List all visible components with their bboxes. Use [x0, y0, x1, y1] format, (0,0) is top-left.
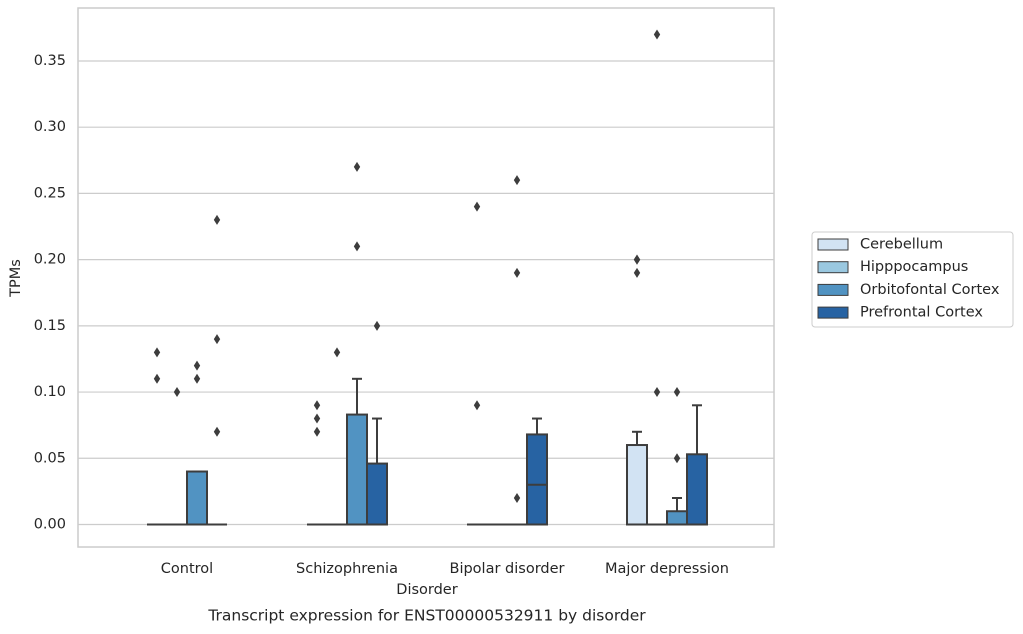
box-group	[467, 201, 487, 526]
outlier	[653, 387, 661, 398]
x-tick-label: Schizophrenia	[296, 561, 398, 577]
box-group	[307, 400, 327, 526]
legend-swatch	[817, 261, 849, 274]
outlier	[213, 334, 221, 345]
y-tick-label: 0.05	[34, 450, 66, 466]
x-axis-label: Disorder	[396, 582, 457, 598]
outlier	[213, 426, 221, 437]
outlier	[513, 267, 521, 278]
legend-label: Cerebellum	[860, 237, 943, 253]
outlier	[313, 426, 321, 437]
box-group	[186, 360, 208, 526]
y-tick-label: 0.25	[34, 185, 66, 201]
box	[686, 453, 708, 526]
box	[346, 413, 368, 526]
x-tick-label: Major depression	[605, 561, 729, 577]
legend-label: Orbitofontal Cortex	[860, 282, 1000, 298]
plot-frame	[77, 7, 775, 548]
y-tick-label: 0.20	[34, 252, 66, 268]
outlier	[193, 360, 201, 371]
outlier	[153, 373, 161, 384]
box-group	[526, 417, 548, 526]
y-tick-label: 0.15	[34, 318, 66, 334]
box	[526, 433, 548, 526]
box-group	[626, 254, 648, 526]
outlier	[173, 387, 181, 398]
box	[186, 470, 208, 526]
box-group	[346, 161, 368, 526]
outlier	[153, 347, 161, 358]
box-group	[167, 387, 187, 526]
box	[666, 510, 688, 526]
outlier	[313, 413, 321, 424]
legend-swatch	[817, 306, 849, 319]
outlier	[653, 29, 661, 40]
outlier	[213, 214, 221, 225]
box	[366, 462, 388, 526]
outlier	[373, 320, 381, 331]
legend-label: Hipppocampus	[860, 259, 968, 275]
outlier	[473, 201, 481, 212]
box-group	[647, 29, 667, 526]
y-tick-label: 0.00	[34, 516, 66, 532]
outlier	[513, 493, 521, 503]
box-group	[666, 387, 688, 526]
outlier	[353, 241, 361, 252]
outlier	[313, 400, 321, 411]
y-axis-label: TPMs	[8, 259, 24, 298]
y-tick-label: 0.10	[34, 384, 66, 400]
box-group	[327, 347, 347, 526]
y-tick-label: 0.30	[34, 119, 66, 135]
legend-swatch	[817, 238, 849, 251]
outlier	[633, 254, 641, 265]
outlier	[353, 161, 361, 172]
y-tick-label: 0.35	[34, 53, 66, 69]
outlier	[673, 387, 681, 398]
x-tick-label: Bipolar disorder	[450, 561, 565, 577]
outlier	[193, 373, 201, 384]
outlier	[333, 347, 341, 358]
box-group	[686, 404, 708, 526]
outlier	[513, 175, 521, 186]
legend-label: Prefrontal Cortex	[860, 305, 983, 321]
box	[626, 444, 648, 526]
box-group	[507, 175, 527, 526]
box-group	[147, 347, 167, 526]
box-group	[207, 214, 227, 526]
outlier	[473, 400, 481, 411]
legend-swatch	[817, 283, 849, 296]
outlier	[633, 267, 641, 278]
legend-frame	[811, 231, 1014, 328]
chart-title: Transcript expression for ENST0000053291…	[207, 607, 646, 625]
box-group	[366, 320, 388, 526]
x-tick-label: Control	[161, 561, 213, 577]
outlier	[673, 453, 681, 464]
